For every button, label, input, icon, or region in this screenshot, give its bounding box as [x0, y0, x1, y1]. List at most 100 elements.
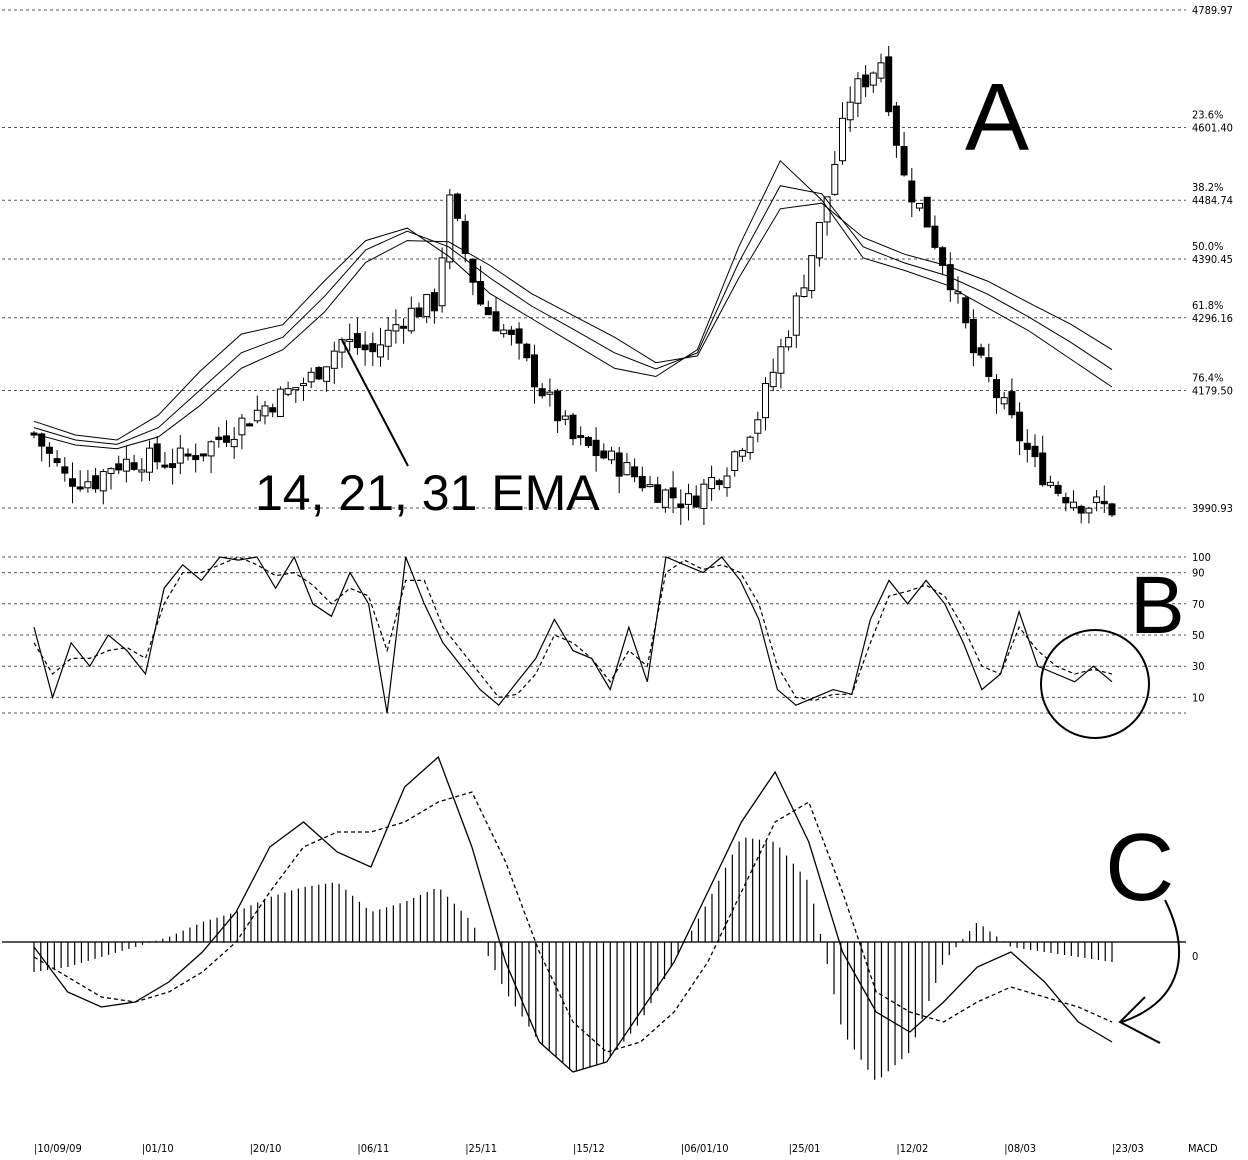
candle-body — [261, 405, 269, 417]
candle-body — [199, 453, 207, 457]
stochastic-tick-label: 30 — [1192, 660, 1205, 673]
panel-c-label: C — [1105, 814, 1174, 921]
candle-body — [931, 225, 939, 248]
candle-body — [315, 367, 323, 380]
candle-body — [1054, 484, 1062, 494]
x-tick-label: |15/12 — [573, 1142, 605, 1155]
macd-arrow-head — [1118, 996, 1161, 1044]
x-tick-label: |20/10 — [250, 1142, 282, 1155]
candle-body — [615, 452, 623, 477]
macd-zero-label: 0 — [1192, 950, 1198, 963]
candle-body — [800, 287, 808, 298]
candle-body — [215, 436, 223, 441]
candle-body — [1077, 505, 1085, 514]
candle-body — [700, 483, 708, 509]
candle-body — [1100, 500, 1108, 505]
candle-body — [161, 464, 169, 468]
candle-body — [677, 503, 685, 509]
candle-body — [908, 180, 916, 203]
candle-body — [939, 247, 947, 266]
candle-body — [346, 338, 354, 342]
candle-body — [1031, 445, 1039, 458]
candle-body — [723, 475, 731, 489]
candle-body — [184, 453, 192, 457]
candle-body — [1062, 497, 1070, 504]
candle-body — [38, 433, 46, 447]
candle-body — [369, 343, 377, 353]
candle-body — [169, 463, 177, 469]
stochastic-tick-label: 50 — [1192, 629, 1205, 642]
candle-body — [99, 471, 107, 492]
candle-body — [661, 489, 669, 508]
candle-body — [546, 391, 554, 395]
candle-body — [176, 447, 184, 464]
candle-body — [253, 409, 261, 422]
candle-body — [577, 435, 585, 439]
ema-line-14 — [33, 159, 1113, 441]
candle-body — [292, 387, 300, 391]
candle-body — [823, 196, 831, 223]
candle-body — [246, 423, 254, 427]
price-level-label: 4390.45 — [1192, 253, 1233, 266]
candle-body — [238, 417, 246, 436]
candle-body — [84, 481, 92, 489]
candle-body — [854, 78, 862, 104]
price-level-label: 61.8% — [1192, 299, 1223, 312]
candle-body — [754, 419, 762, 434]
price-level-label: 4789.97 — [1192, 4, 1233, 17]
x-axis: |10/09/09 |01/10 |20/10 |06/11 |25/11 |15/12 |… — [34, 1142, 1218, 1155]
candle-body — [561, 415, 569, 420]
candle-body — [492, 311, 500, 332]
price-level-label: 4296.16 — [1192, 312, 1233, 325]
candle-body — [107, 468, 115, 474]
candle-body — [746, 436, 754, 454]
candle-body — [600, 450, 608, 459]
candle-body — [500, 329, 508, 335]
panel-a-label: A — [965, 64, 1029, 171]
candle-body — [76, 486, 84, 490]
macd-arrow — [1121, 899, 1181, 1023]
stochastic-k-line — [33, 555, 1113, 714]
ema-line-21 — [33, 185, 1113, 445]
candle-body — [400, 325, 408, 329]
x-tick-label: |01/10 — [142, 1142, 174, 1155]
candle-body — [1016, 411, 1024, 442]
candle-body — [846, 101, 854, 121]
candle-body — [638, 476, 646, 489]
candle-body — [115, 463, 123, 471]
candle-body — [785, 337, 793, 348]
candle-body — [1008, 391, 1016, 416]
candle-body — [269, 407, 277, 413]
stochastic-tick-label: 100 — [1192, 551, 1211, 564]
stochastic-d-line — [33, 556, 1113, 702]
candle-body — [507, 329, 515, 336]
price-level-label: 4179.50 — [1192, 384, 1233, 397]
panel-b-label: B — [1130, 560, 1185, 651]
candle-body — [415, 307, 423, 318]
candle-body — [53, 458, 61, 464]
candle-body — [815, 222, 823, 259]
candle-body — [877, 62, 885, 79]
candle-body — [353, 333, 361, 349]
candle-body — [554, 390, 562, 422]
candle-body — [646, 484, 654, 488]
candle-body — [446, 194, 454, 263]
candle-body — [438, 257, 446, 307]
candle-body — [777, 346, 785, 374]
ema-line-31 — [33, 202, 1113, 450]
price-panel: 4789.97 23.6%4601.40 38.2%4484.74 50.0%4390… — [2, 4, 1233, 526]
candle-body — [769, 371, 777, 388]
candle-body — [993, 379, 1000, 399]
candle-body — [900, 146, 908, 176]
x-tick-label: |06/11 — [357, 1142, 389, 1155]
x-tick-label: |25/11 — [465, 1142, 497, 1155]
candle-body — [916, 202, 923, 209]
candle-body — [631, 466, 639, 478]
x-tick-label: |08/03 — [1004, 1142, 1036, 1155]
candle-body — [230, 438, 238, 448]
x-tick-label: |25/01 — [789, 1142, 821, 1155]
candle-body — [1093, 496, 1101, 504]
candle-body — [608, 450, 615, 461]
price-level-label: 4484.74 — [1192, 194, 1233, 207]
candle-body — [1023, 442, 1031, 450]
